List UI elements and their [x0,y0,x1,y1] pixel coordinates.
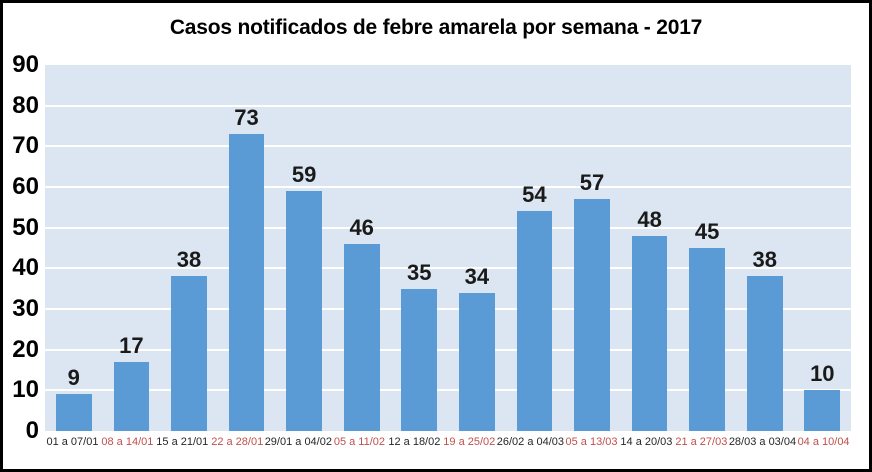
x-tick-label: 26/02 a 04/03 [496,436,565,448]
bar [401,288,438,431]
bar-slot: 73 [218,65,276,431]
bar-slot: 46 [333,65,391,431]
bar-value-label: 73 [234,105,259,131]
bar-slot: 54 [506,65,564,431]
x-tick-label: 04 a 10/04 [797,436,850,448]
bar-slot: 34 [448,65,506,431]
x-tick-label: 01 a 07/01 [46,436,99,448]
y-tick-label: 0 [25,417,39,444]
bar-value-label: 10 [810,361,835,387]
bar-slot: 59 [275,65,333,431]
bar [55,394,92,431]
gridline [45,308,851,311]
bar [343,243,380,431]
bar [286,191,322,431]
y-tick-label: 30 [12,295,39,322]
x-tick-label: 21 a 27/03 [675,436,728,448]
x-tick-label: 29/01 a 04/02 [264,436,332,448]
gridline [45,348,851,351]
plot-area: 9 17 38 73 59 46 35 34 54 57 48 45 38 10 [45,65,851,431]
bar-value-label: 9 [67,365,80,391]
bar-value-label: 38 [176,247,202,273]
bars-layer: 9 17 38 73 59 46 35 34 54 57 48 45 38 10 [45,65,851,431]
gridline [45,226,851,229]
y-tick-label: 70 [12,132,39,160]
bar-slot: 38 [736,65,794,431]
y-tick-label: 40 [12,254,39,282]
bar-value-label: 34 [464,263,490,289]
bar [458,292,495,431]
gridline [45,104,851,107]
bar-slot: 35 [390,65,448,431]
y-axis: 0 10 20 30 40 50 60 70 80 90 [3,53,45,443]
x-tick-label: 12 a 18/02 [388,436,441,448]
bar-slot: 48 [621,65,679,431]
x-axis: 01 a 07/01 08 a 14/01 15 a 21/01 22 a 28/01… [45,435,851,451]
bar-chart: 0 10 20 30 40 50 60 70 80 90 9 17 38 73 59 46 35 34 54 57 4… [3,53,869,443]
y-tick-label: 90 [12,51,39,78]
x-tick-label: 05 a 13/03 [565,436,618,448]
bar-value-label: 48 [637,206,662,232]
gridline [45,267,851,270]
bar [746,276,783,431]
bar-slot: 45 [678,65,736,431]
y-tick-label: 60 [12,173,39,200]
bar [171,276,207,431]
gridline [45,186,851,189]
y-tick-label: 10 [12,376,39,404]
x-tick-label: 08 a 14/01 [101,436,154,448]
y-tick-label: 80 [12,91,39,119]
bar-value-label: 45 [694,219,720,244]
plot-column: 9 17 38 73 59 46 35 34 54 57 48 45 38 10 [45,65,851,431]
bar-value-label: 35 [407,259,432,285]
gridline [45,145,851,148]
bar [574,199,610,431]
bar-slot: 38 [160,65,218,431]
gridline [45,389,851,392]
x-tick-label: 22 a 28/01 [211,436,264,448]
y-tick-label: 20 [12,335,39,363]
bar-slot: 10 [794,65,852,431]
bar [113,361,150,431]
bar-slot: 9 [45,65,103,431]
x-tick-label: 15 a 21/01 [156,436,209,448]
bar-slot: 17 [103,65,161,431]
y-tick-label: 50 [12,213,39,241]
bar-value-label: 59 [291,162,317,188]
x-tick-label: 19 a 25/02 [443,436,496,448]
bar-slot: 57 [563,65,621,431]
bar [804,390,841,431]
bar [516,211,553,431]
bar-value-label: 38 [752,247,777,273]
x-tick-label: 28/03 a 03/04 [728,436,797,448]
chart-title: Casos notificados de febre amarela por s… [169,16,703,39]
x-tick-label: 14 a 20/03 [620,436,673,448]
bar [631,235,668,431]
bar-value-label: 54 [522,182,547,208]
x-tick-label: 05 a 11/02 [333,436,386,448]
bar-value-label: 17 [119,332,144,358]
bar [228,134,265,431]
bar-value-label: 57 [579,170,605,196]
bar [689,248,725,431]
bar-value-label: 46 [349,214,374,240]
